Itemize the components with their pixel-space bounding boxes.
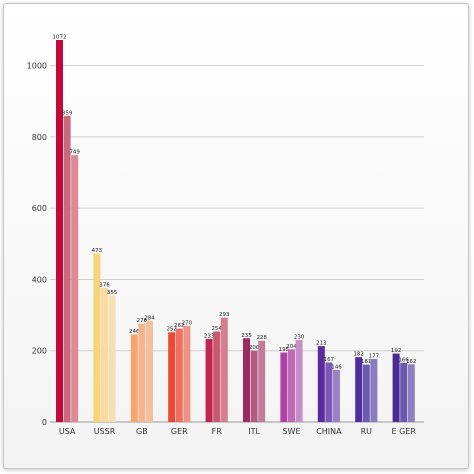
- x-tick-label: USA: [59, 427, 76, 436]
- bar: [370, 358, 378, 422]
- bar: [63, 115, 71, 422]
- data-label: 355: [107, 290, 118, 296]
- data-label: 252: [166, 327, 177, 333]
- data-label: 270: [182, 320, 193, 326]
- y-tick-label: 0: [42, 418, 47, 427]
- bar: [93, 253, 101, 422]
- bar: [205, 338, 213, 422]
- bar: [220, 317, 228, 422]
- bar: [168, 332, 176, 422]
- data-label: 146: [331, 364, 342, 370]
- data-label: 204: [286, 344, 297, 350]
- data-label: 228: [256, 335, 267, 341]
- bar: [333, 369, 340, 422]
- y-tick-label: 400: [32, 275, 47, 284]
- bar: [101, 288, 108, 422]
- y-tick-label: 200: [32, 347, 47, 356]
- bar: [400, 362, 408, 422]
- y-tick-label: 800: [32, 133, 47, 142]
- data-label: 1072: [53, 34, 67, 40]
- data-label: 162: [406, 359, 417, 365]
- bar: [108, 295, 116, 422]
- data-label: 200: [249, 345, 260, 351]
- data-label: 166: [398, 357, 409, 363]
- x-tick-label: ITL: [248, 427, 260, 436]
- data-label: 262: [174, 323, 185, 329]
- data-label: 473: [92, 248, 103, 254]
- bar: [213, 331, 221, 422]
- bar: [130, 334, 138, 422]
- data-label: 284: [144, 315, 155, 321]
- data-label: 161: [361, 359, 372, 365]
- x-tick-label: USSR: [94, 427, 116, 436]
- bar: [183, 325, 191, 422]
- bar: [146, 320, 153, 422]
- data-label: 213: [316, 341, 327, 347]
- x-tick-label: E GER: [391, 427, 416, 436]
- bar: [250, 350, 258, 422]
- x-tick-label: SWE: [282, 427, 300, 436]
- y-tick-label: 600: [32, 204, 47, 213]
- data-label: 195: [279, 347, 290, 353]
- data-label: 182: [353, 352, 364, 358]
- x-tick-label: CHINA: [316, 427, 342, 436]
- bar: [362, 364, 370, 422]
- data-label: 293: [219, 312, 230, 318]
- data-label: 233: [204, 333, 215, 339]
- chart-panel: [3, 3, 469, 469]
- y-tick-label: 1000: [27, 62, 47, 71]
- bar: [280, 352, 288, 422]
- x-tick-label: GB: [136, 427, 148, 436]
- data-label: 177: [369, 353, 380, 359]
- data-label: 246: [129, 329, 140, 335]
- data-label: 167: [324, 357, 335, 363]
- data-label: 235: [241, 333, 252, 339]
- x-tick-label: GER: [171, 427, 188, 436]
- bar: [407, 364, 415, 422]
- bar: [392, 353, 400, 422]
- bar: [243, 338, 250, 422]
- data-label: 859: [62, 110, 73, 116]
- data-label: 376: [99, 283, 110, 289]
- data-label: 254: [211, 326, 222, 332]
- x-tick-label: RU: [361, 427, 373, 436]
- data-label: 749: [69, 150, 80, 156]
- x-tick-label: FR: [212, 427, 223, 436]
- bar: [295, 340, 303, 422]
- bar: [317, 346, 325, 422]
- data-label: 230: [294, 335, 305, 341]
- bar: [175, 328, 183, 422]
- bar: [288, 349, 295, 422]
- data-label: 276: [137, 318, 148, 324]
- bar: [355, 357, 363, 422]
- bar: [138, 323, 146, 422]
- bar: [258, 340, 266, 422]
- bar: [56, 39, 63, 422]
- bar: [71, 155, 79, 423]
- bar: [325, 362, 333, 422]
- data-label: 192: [391, 348, 402, 354]
